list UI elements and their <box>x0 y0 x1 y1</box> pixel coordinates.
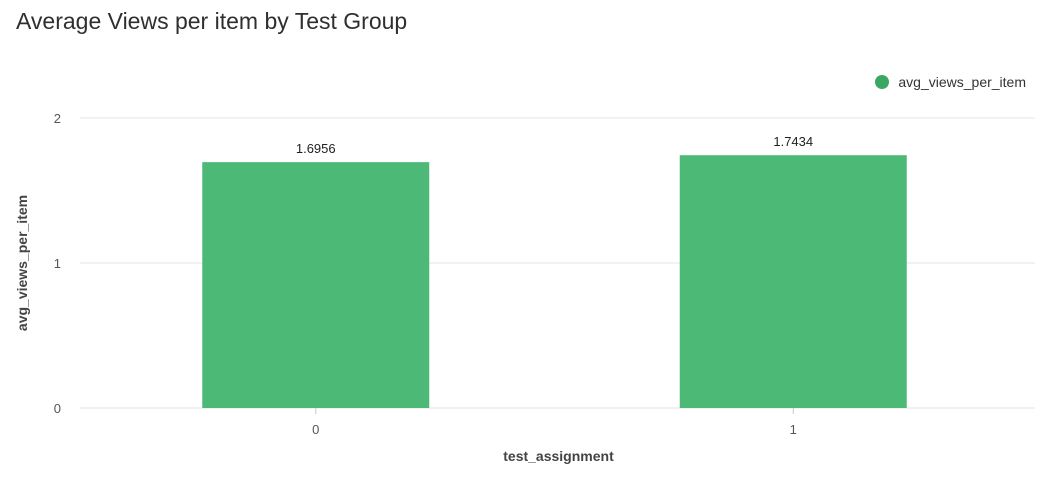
x-tick-label: 0 <box>312 422 319 437</box>
chart-title: Average Views per item by Test Group <box>16 8 408 34</box>
data-label: 1.6956 <box>296 141 336 156</box>
y-axis-title: avg_views_per_item <box>14 195 30 331</box>
y-tick-label: 0 <box>54 401 61 416</box>
y-tick-label: 1 <box>54 256 61 271</box>
legend-swatch-icon <box>875 75 890 89</box>
labels: 0 1 2 1.6956 0 1.7434 1 test_assignment avg_view… <box>14 111 813 464</box>
x-axis-title: test_assignment <box>503 448 614 464</box>
data-label: 1.7434 <box>773 134 813 149</box>
bars <box>202 155 907 408</box>
legend-label: avg_views_per_item <box>898 74 1026 90</box>
bar[interactable] <box>679 155 907 408</box>
legend[interactable]: avg_views_per_item <box>875 74 1026 90</box>
y-tick-label: 2 <box>54 111 61 126</box>
bar[interactable] <box>202 162 430 408</box>
x-tick-label: 1 <box>790 422 797 437</box>
